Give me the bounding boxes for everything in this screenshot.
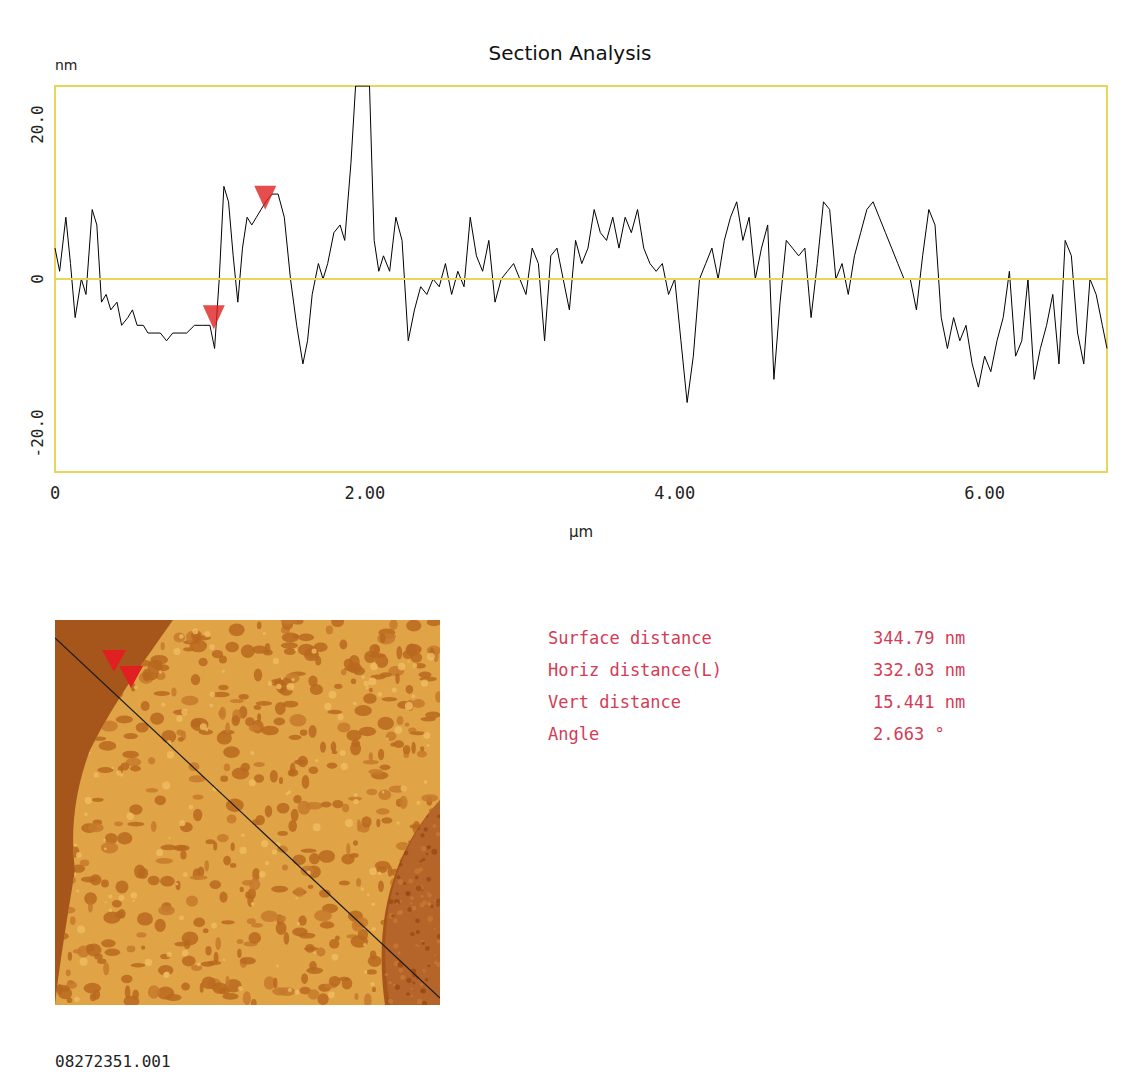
html-text:Surface distance: Surface distance <box>548 628 712 648</box>
svg-text:nm: nm <box>55 57 78 73</box>
svg-text:-20.0: -20.0 <box>28 409 47 457</box>
html-text:332.03 nm: 332.03 nm <box>873 660 966 680</box>
html-text:08272351.001: 08272351.001 <box>55 1052 171 1071</box>
svg-text:0: 0 <box>50 483 60 503</box>
html-text:Vert distance: Vert distance <box>548 692 682 712</box>
svg-text:µm: µm <box>569 523 593 541</box>
html-text:Angle: Angle <box>548 724 600 744</box>
html-text:344.79 nm: 344.79 nm <box>873 628 966 648</box>
html-text:Horiz distance(L): Horiz distance(L) <box>548 660 722 680</box>
svg-text:4.00: 4.00 <box>654 483 695 503</box>
svg-text:20.0: 20.0 <box>28 105 47 144</box>
html-text:15.441 nm: 15.441 nm <box>873 692 966 712</box>
svg-text:Section Analysis: Section Analysis <box>488 41 651 65</box>
svg-text:0: 0 <box>28 274 47 284</box>
html-text:2.663 °: 2.663 ° <box>873 724 945 744</box>
svg-text:2.00: 2.00 <box>344 483 385 503</box>
svg-text:6.00: 6.00 <box>964 483 1005 503</box>
